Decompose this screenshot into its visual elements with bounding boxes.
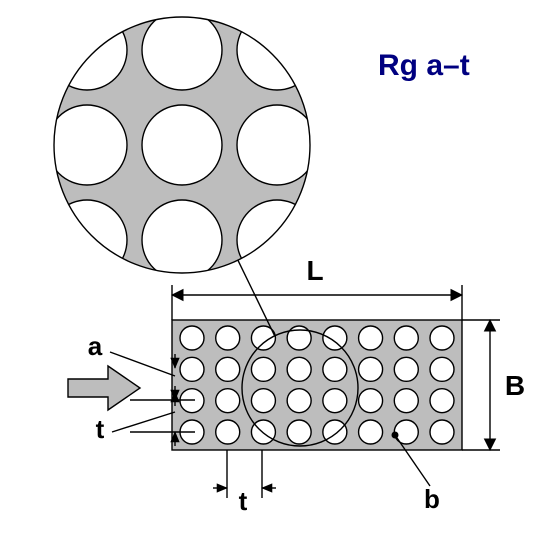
label-t-left: t: [96, 414, 105, 444]
label-b: b: [424, 484, 440, 514]
dim-B-label: B: [505, 370, 525, 401]
leader-t-left: [112, 412, 175, 432]
label-a: a: [88, 331, 103, 361]
perforated-plate: [172, 320, 462, 450]
perforated-sheet-diagram: L Ba t t b Rg a–t: [0, 0, 550, 550]
detail-view: [47, 10, 317, 280]
diagram-title: Rg a–t: [378, 49, 470, 82]
leader-a: [110, 352, 175, 376]
dim-L-label: L: [306, 255, 323, 286]
direction-arrow-icon: [68, 366, 140, 410]
label-t-bottom: t: [239, 486, 248, 516]
